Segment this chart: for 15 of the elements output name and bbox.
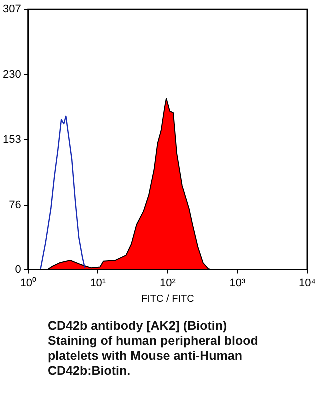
x-axis-title: FITC / FITC (142, 294, 194, 305)
x-tick-label: 10² (160, 277, 176, 290)
text: Staining of human peripheral blood (48, 334, 260, 349)
x-tick-label: 10¹ (90, 277, 106, 290)
y-tick-label: 153 (2, 134, 22, 146)
y-tick-label: 76 (9, 199, 22, 212)
x-tick-label: 10³ (230, 277, 246, 290)
y-tick-label: 230 (2, 68, 22, 81)
y-tick-label: 0 (15, 264, 22, 276)
text: CD42b antibody [AK2] (Biotin) (48, 319, 228, 334)
text: platelets with Mouse anti-Human (48, 349, 244, 364)
text: CD42b:Biotin. (48, 364, 132, 379)
y-tick-label: 307 (2, 4, 22, 16)
x-tick-label: 10⁰ (20, 276, 36, 290)
x-tick-label: 10⁴ (299, 277, 316, 290)
